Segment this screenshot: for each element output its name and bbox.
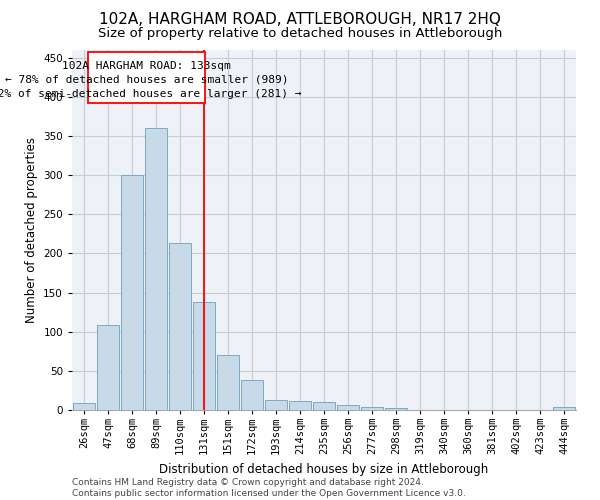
Bar xyxy=(337,406,359,410)
Bar xyxy=(361,407,383,410)
Bar xyxy=(265,400,287,410)
Bar xyxy=(73,403,95,410)
Text: 102A, HARGHAM ROAD, ATTLEBOROUGH, NR17 2HQ: 102A, HARGHAM ROAD, ATTLEBOROUGH, NR17 2… xyxy=(99,12,501,28)
Bar xyxy=(289,402,311,410)
Bar xyxy=(121,175,143,410)
Bar xyxy=(217,355,239,410)
X-axis label: Distribution of detached houses by size in Attleborough: Distribution of detached houses by size … xyxy=(160,463,488,476)
Bar xyxy=(313,402,335,410)
Bar xyxy=(145,128,167,410)
Bar xyxy=(553,407,575,410)
FancyBboxPatch shape xyxy=(88,52,205,103)
Y-axis label: Number of detached properties: Number of detached properties xyxy=(25,137,38,323)
Text: 102A HARGHAM ROAD: 133sqm: 102A HARGHAM ROAD: 133sqm xyxy=(62,60,231,70)
Text: 22% of semi-detached houses are larger (281) →: 22% of semi-detached houses are larger (… xyxy=(0,89,302,99)
Bar xyxy=(193,302,215,410)
Text: Size of property relative to detached houses in Attleborough: Size of property relative to detached ho… xyxy=(98,28,502,40)
Text: Contains HM Land Registry data © Crown copyright and database right 2024.
Contai: Contains HM Land Registry data © Crown c… xyxy=(72,478,466,498)
Text: ← 78% of detached houses are smaller (989): ← 78% of detached houses are smaller (98… xyxy=(5,74,288,85)
Bar xyxy=(385,408,407,410)
Bar xyxy=(97,326,119,410)
Bar xyxy=(241,380,263,410)
Bar xyxy=(169,242,191,410)
